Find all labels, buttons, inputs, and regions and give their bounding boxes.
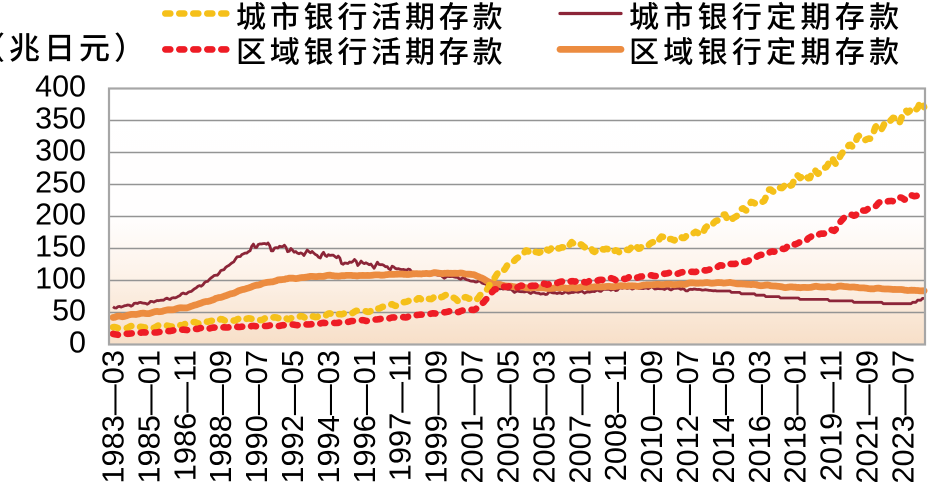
svg-text:2003—05: 2003—05 — [490, 350, 525, 482]
svg-text:1985—01: 1985—01 — [131, 350, 166, 482]
svg-text:2008—11: 2008—11 — [598, 350, 633, 481]
svg-text:1983—03: 1983—03 — [96, 350, 131, 482]
svg-text:2001—07: 2001—07 — [455, 350, 490, 482]
svg-text:2007—01: 2007—01 — [562, 350, 597, 482]
svg-text:250: 250 — [35, 166, 86, 200]
svg-text:2012—07: 2012—07 — [670, 350, 705, 482]
svg-text:2010—09: 2010—09 — [634, 350, 669, 482]
svg-text:1990—07: 1990—07 — [239, 350, 274, 482]
svg-text:1992—05: 1992—05 — [275, 350, 310, 482]
svg-text:2023—07: 2023—07 — [885, 350, 920, 482]
svg-text:50: 50 — [52, 294, 86, 328]
svg-text:2016—03: 2016—03 — [742, 350, 777, 482]
svg-text:150: 150 — [35, 230, 86, 264]
svg-text:1997—11: 1997—11 — [383, 350, 418, 481]
svg-text:300: 300 — [35, 134, 86, 168]
svg-text:400: 400 — [35, 70, 86, 104]
svg-text:1986—11: 1986—11 — [167, 350, 202, 481]
svg-text:350: 350 — [35, 102, 86, 136]
svg-text:2019—11: 2019—11 — [814, 350, 849, 481]
svg-text:2005—03: 2005—03 — [526, 350, 561, 482]
svg-text:100: 100 — [35, 262, 86, 296]
svg-text:0: 0 — [69, 326, 86, 360]
svg-text:1999—09: 1999—09 — [419, 350, 454, 482]
svg-text:1996—01: 1996—01 — [347, 350, 382, 482]
svg-text:2018—01: 2018—01 — [778, 350, 813, 482]
svg-text:2014—05: 2014—05 — [706, 350, 741, 482]
svg-text:1994—03: 1994—03 — [311, 350, 346, 482]
svg-text:1988—09: 1988—09 — [203, 350, 238, 482]
svg-text:2021—09: 2021—09 — [850, 350, 885, 482]
svg-text:200: 200 — [35, 198, 86, 232]
